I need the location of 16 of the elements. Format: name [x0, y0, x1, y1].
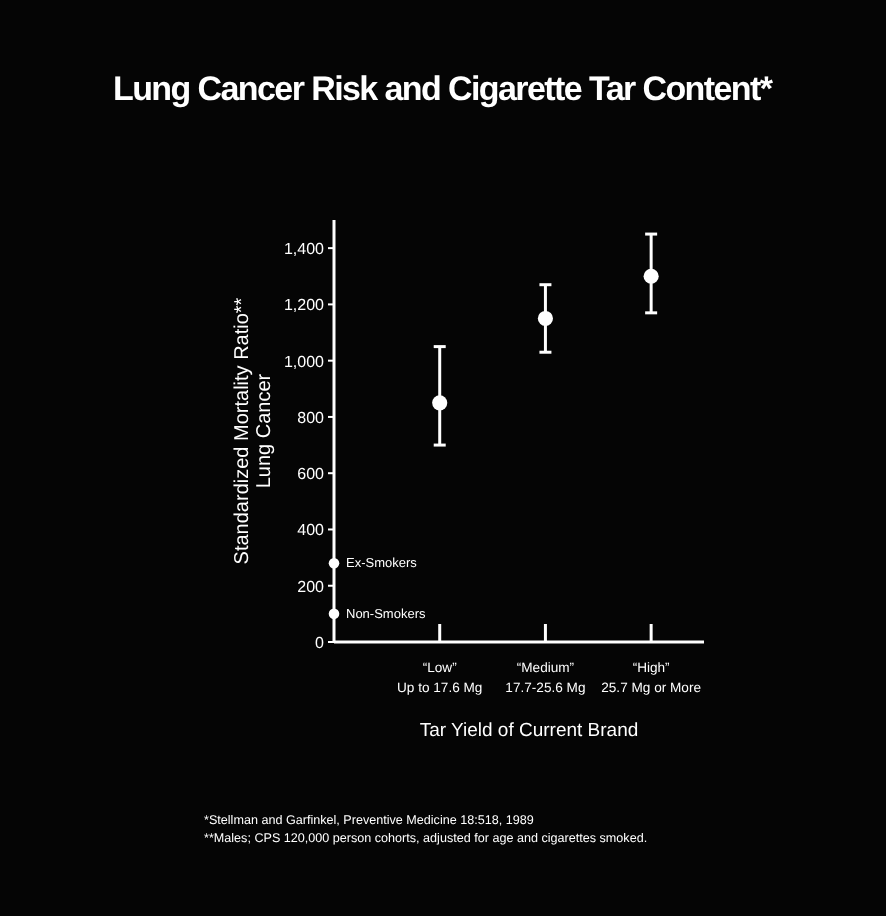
y-tick-label: 1,400 [283, 240, 326, 259]
y-tick-label: 600 [297, 465, 326, 484]
point [643, 268, 659, 284]
point [537, 310, 553, 327]
y-tick-label: 1,200 [283, 296, 326, 315]
chart-title: Lung Cancer Risk and Cigarette Tar Content* [113, 70, 774, 108]
y-tick-label: 1,000 [283, 352, 326, 371]
y-tick-label: 200 [297, 577, 326, 596]
point [328, 608, 340, 620]
point [328, 557, 340, 569]
y-axis-title: Standardized Mortality Ratio** Lung Cancer [232, 297, 276, 565]
y-tick-label: 0 [315, 634, 326, 652]
point [432, 395, 448, 411]
y-tick-label: 400 [297, 521, 326, 540]
x-axis-title: Tar Yield of Current Brand [419, 720, 639, 742]
y-tick-label: 800 [297, 408, 326, 427]
